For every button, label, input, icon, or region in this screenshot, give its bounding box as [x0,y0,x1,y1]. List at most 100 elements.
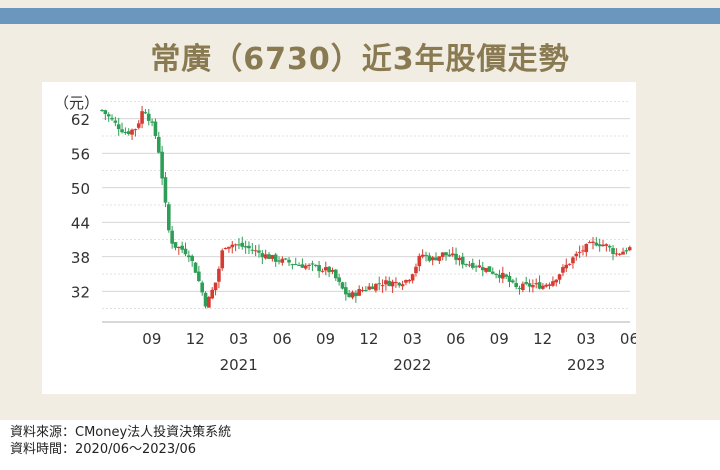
candle-body [437,256,442,261]
candle-body [156,136,161,153]
candle-body [300,264,305,268]
x-tick-label: 12 [186,330,205,348]
candle-body [270,255,275,259]
candle-body [230,244,235,248]
y-axis-label: （元） [54,94,99,112]
candle-body [571,257,575,264]
candle-body [297,265,301,267]
candle-body [627,247,632,251]
candle-body [541,285,545,289]
candle-body [427,255,432,261]
y-tick-label: 44 [71,214,90,232]
candle-body [123,132,128,134]
candle-body [470,262,475,268]
candle-body [551,281,555,286]
candle-body [247,245,251,249]
candle-body [384,280,388,285]
candle-body [180,245,184,250]
x-tick-label: 09 [316,330,335,348]
candle-body [334,269,338,279]
candle-body [303,265,308,269]
y-tick-label: 38 [71,249,90,267]
candle-body [450,253,455,256]
candle-body [447,254,452,257]
candle-body [143,112,148,114]
candle-body [364,289,368,291]
candle-body [490,271,495,274]
candle-body [136,123,141,128]
candle-body [293,264,298,266]
candle-body [501,272,505,279]
candle-body [320,270,325,272]
candle-body [454,253,458,260]
candle-body [130,129,134,135]
candle-body [497,274,502,278]
candle-body [597,244,602,247]
candle-body [253,250,258,252]
x-tick-label: 09 [490,330,509,348]
candle-body [480,267,485,271]
candle-body [344,287,348,295]
candle-body [113,120,118,123]
candle-body [387,280,392,286]
x-tick-label: 09 [142,330,161,348]
candle-body [207,296,211,308]
candle-body [280,258,285,263]
source-note: 資料來源：CMoney法人投資決策系統 資料時間：2020/06～2023/06 [10,424,231,458]
candle-body [126,131,131,135]
candle-body [474,266,478,268]
data-period: 資料時間：2020/06～2023/06 [10,442,197,457]
x-tick-label: 06 [273,330,292,348]
candle-body [163,177,168,203]
candle-body [330,269,335,272]
y-tick-label: 50 [71,180,90,198]
candle-body [106,114,111,117]
candle-body [614,253,619,255]
candle-body [407,279,412,282]
candle-body [217,268,221,282]
candle-body [227,246,231,249]
candle-body [547,284,552,286]
candle-body [410,274,415,281]
candle-body [187,255,191,258]
candle-body [521,283,525,291]
x-tick-label: 03 [229,330,248,348]
candle-body [100,109,104,111]
candle-body [260,253,265,258]
candle-body [250,249,255,251]
candle-body [527,283,532,287]
candle-body [477,265,482,268]
x-tick-label: 06 [446,330,465,348]
candle-body [400,284,405,287]
candle-body [183,248,188,255]
x-year-label: 2021 [220,356,258,374]
candle-body [374,283,378,291]
candle-body [581,250,585,252]
candle-body [457,257,462,261]
candle-body [417,255,422,267]
candle-body [567,263,572,265]
candle-body [621,251,625,255]
candle-body [360,290,365,292]
candle-body [557,274,562,280]
candle-body [377,283,382,285]
candle-body [103,110,108,114]
candle-body [397,282,402,286]
candle-body [390,281,395,287]
candle-body [430,257,435,261]
candle-body [624,250,629,252]
chart-title: 常廣（6730）近3年股價走勢 [150,42,570,77]
candle-body [177,246,181,249]
y-tick-label: 56 [71,145,90,163]
candle-body [617,253,622,255]
candle-body [601,244,605,247]
candle-body [577,251,582,253]
candle-body [140,111,144,124]
candle-body [223,247,228,250]
x-year-label: 2022 [393,356,431,374]
candle-body [283,258,288,260]
candle-body [213,282,218,291]
candle-body [167,204,171,231]
candle-body [354,292,358,297]
candle-body [611,248,615,254]
